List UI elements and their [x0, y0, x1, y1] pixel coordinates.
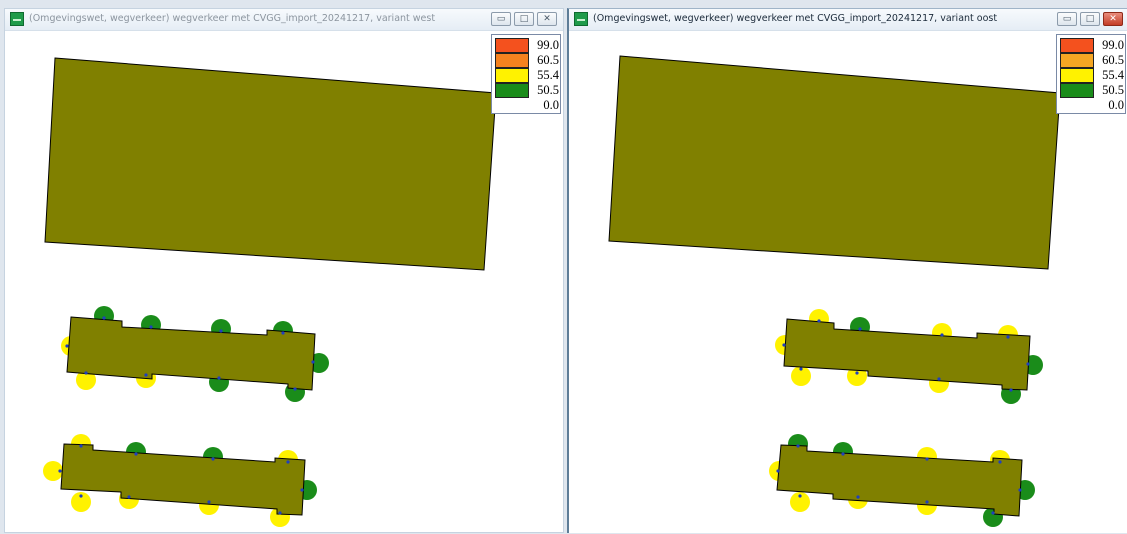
legend-swatch	[495, 38, 529, 53]
legend-swatch	[495, 68, 529, 83]
building-large[interactable]	[44, 57, 497, 271]
receiver-dots-bottom-west	[58, 444, 304, 515]
legend-row: 50.5	[495, 83, 559, 98]
receiver-dots-top-east	[782, 319, 1030, 392]
legend-swatch	[495, 83, 529, 98]
legend-swatch	[1060, 38, 1094, 53]
window-title: (Omgevingswet, wegverkeer) wegverkeer me…	[29, 13, 436, 24]
legend-swatch	[1060, 53, 1094, 68]
minimize-button[interactable]: ▭	[1057, 12, 1077, 26]
building-top[interactable]	[66, 316, 316, 391]
title-bar[interactable]: (Omgevingswet, wegverkeer) wegverkeer me…	[569, 9, 1127, 31]
map-canvas-east[interactable]	[569, 9, 1127, 534]
map-window-west[interactable]: (Omgevingswet, wegverkeer) wegverkeer me…	[4, 8, 564, 533]
map-window-east[interactable]: (Omgevingswet, wegverkeer) wegverkeer me…	[567, 8, 1127, 533]
legend-value: 50.5	[1102, 83, 1124, 97]
legend-row: 0.0	[1060, 98, 1124, 113]
maximize-button[interactable]: □	[514, 12, 534, 26]
legend-value: 55.4	[537, 68, 559, 82]
legend-value: 60.5	[1102, 53, 1124, 67]
legend-value: 60.5	[537, 53, 559, 67]
receiver-dots-bottom-east	[776, 444, 1022, 515]
minimize-button[interactable]: ▭	[491, 12, 511, 26]
legend-value: 99.0	[1102, 38, 1124, 52]
legend-row: 50.5	[1060, 83, 1124, 98]
legend-west: 99.0 60.5 55.4 50.5 0.0	[491, 34, 561, 114]
legend-row: 99.0	[495, 38, 559, 53]
receiver-point	[791, 366, 811, 386]
building-bottom[interactable]	[60, 443, 306, 516]
legend-value: 0.0	[543, 98, 559, 112]
legend-row: 99.0	[1060, 38, 1124, 53]
maximize-button[interactable]: □	[1080, 12, 1100, 26]
building-large[interactable]	[608, 55, 1061, 270]
legend-value: 55.4	[1102, 68, 1124, 82]
close-button[interactable]: ✕	[537, 12, 557, 26]
app-icon	[10, 12, 24, 26]
building-top[interactable]	[783, 318, 1031, 391]
legend-row: 60.5	[1060, 53, 1124, 68]
receiver-point	[43, 461, 63, 481]
receiver-dots-top-west	[65, 316, 315, 391]
legend-value: 0.0	[1108, 98, 1124, 112]
legend-row: 0.0	[495, 98, 559, 113]
legend-row: 55.4	[1060, 68, 1124, 83]
legend-east: 99.0 60.5 55.4 50.5 0.0	[1056, 34, 1126, 114]
legend-row: 60.5	[495, 53, 559, 68]
receiver-point	[790, 492, 810, 512]
legend-swatch	[495, 53, 529, 68]
app-icon	[574, 12, 588, 26]
receiver-point	[71, 492, 91, 512]
title-bar[interactable]: (Omgevingswet, wegverkeer) wegverkeer me…	[5, 9, 563, 31]
window-title: (Omgevingswet, wegverkeer) wegverkeer me…	[593, 13, 998, 24]
close-button[interactable]: ✕	[1103, 12, 1123, 26]
legend-value: 99.0	[537, 38, 559, 52]
receiver-point	[76, 370, 96, 390]
map-canvas-west[interactable]	[5, 9, 565, 534]
legend-swatch	[1060, 83, 1094, 98]
legend-swatch	[1060, 68, 1094, 83]
legend-value: 50.5	[537, 83, 559, 97]
building-bottom[interactable]	[776, 444, 1023, 517]
legend-row: 55.4	[495, 68, 559, 83]
